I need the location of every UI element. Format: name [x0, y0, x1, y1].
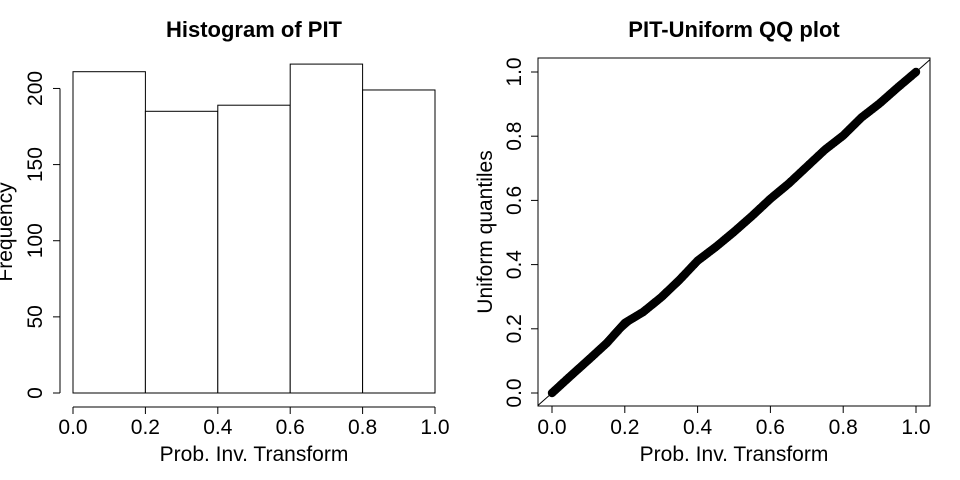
qq-plot-frame [537, 57, 931, 407]
histogram-x-tick-label: 1.0 [420, 416, 449, 439]
qq-y-tick-label: 0.8 [503, 122, 526, 151]
histogram-panel: Histogram of PIT 0.0 0.2 0.4 0.6 0.8 1.0 0 50 1… [0, 17, 450, 466]
histogram-x-tick-label: 0.6 [276, 416, 305, 439]
histogram-y-tick-label: 0 [24, 387, 47, 399]
histogram-y-tick-label: 50 [24, 305, 47, 328]
histogram-bar [217, 104, 291, 394]
histogram-x-tick-label: 0.2 [131, 416, 160, 439]
histogram-bar [144, 110, 219, 394]
qq-y-tick-label: 1.0 [503, 57, 526, 86]
qq-plot-panel: PIT-Uniform QQ plot 0.0 0.2 0.4 0.6 0.8 1.0 0… [474, 17, 931, 466]
qq-x-tick-label: 1.0 [901, 416, 930, 439]
histogram-x-tick-label: 0.8 [348, 416, 377, 439]
histogram-y-tick-label: 100 [24, 223, 47, 258]
histogram-x-tick-label: 0.0 [58, 416, 87, 439]
histogram-y-ticks: 0 50 100 150 200 [24, 71, 60, 399]
histogram-bar [289, 63, 364, 394]
qq-y-label: Uniform quantiles [474, 150, 497, 313]
qq-y-tick-label: 0.4 [503, 250, 526, 280]
histogram-title: Histogram of PIT [166, 17, 343, 42]
qq-x-ticks: 0.0 0.2 0.4 0.6 0.8 1.0 [537, 406, 931, 439]
histogram-bar [362, 89, 436, 394]
qq-x-tick-label: 0.2 [610, 416, 639, 439]
qq-y-ticks: 0.0 0.2 0.4 0.6 0.8 1.0 [503, 57, 538, 408]
qq-y-tick-label: 0.6 [503, 186, 526, 215]
qq-x-tick-label: 0.8 [829, 416, 858, 439]
qq-x-tick-label: 0.6 [756, 416, 785, 439]
histogram-x-ticks: 0.0 0.2 0.4 0.6 0.8 1.0 [58, 407, 450, 439]
qq-y-tick-label: 0.2 [503, 314, 526, 343]
histogram-y-tick-label: 200 [24, 71, 47, 106]
histogram-y-tick-label: 150 [24, 147, 47, 182]
qq-points [547, 67, 921, 398]
qq-point [911, 67, 921, 77]
histogram-x-tick-label: 0.4 [203, 416, 233, 439]
qq-plot-title: PIT-Uniform QQ plot [628, 17, 840, 42]
qq-x-tick-label: 0.4 [683, 416, 713, 439]
histogram-bar [72, 71, 146, 394]
qq-x-tick-label: 0.0 [537, 416, 566, 439]
histogram-y-label: Frequency [0, 182, 17, 282]
qq-x-label: Prob. Inv. Transform [640, 443, 829, 466]
qq-y-tick-label: 0.0 [503, 378, 526, 407]
histogram-bars [72, 63, 436, 394]
histogram-x-label: Prob. Inv. Transform [160, 443, 349, 466]
